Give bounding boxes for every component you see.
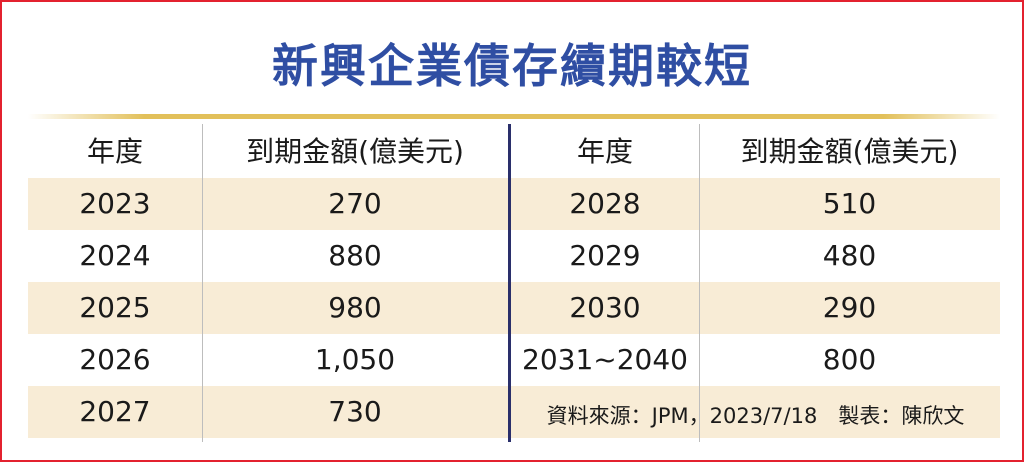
table-cell: 270 — [328, 187, 382, 220]
header-cell: 年度 — [576, 135, 633, 168]
table-cell: 2027 — [79, 395, 151, 428]
row-band — [28, 282, 1000, 334]
source-note: 資料來源：JPM，2023/7/18 製表：陳欣文 — [546, 404, 965, 428]
column-divider — [699, 124, 700, 442]
row-band — [28, 178, 1000, 230]
row-band — [28, 386, 1000, 438]
table-cell: 510 — [822, 187, 877, 220]
title: 新興企業債存續期較短 — [272, 39, 752, 93]
table-cell: 2030 — [569, 291, 641, 324]
table-cell: 290 — [822, 291, 877, 324]
table-cell: 1,050 — [314, 343, 396, 376]
column-divider — [202, 124, 203, 442]
table-cell: 2028 — [569, 187, 641, 220]
header-cell: 到期金額(億美元) — [246, 135, 464, 168]
table-cell: 480 — [822, 239, 877, 272]
table-cell: 2023 — [79, 187, 151, 220]
header-cell: 年度 — [86, 135, 143, 168]
header-cell: 到期金額(億美元) — [740, 135, 959, 168]
table-cell: 800 — [822, 343, 877, 376]
table-cell: 980 — [328, 291, 382, 324]
table-cell: 730 — [328, 395, 382, 428]
half-divider — [508, 124, 511, 442]
table-cell: 880 — [328, 239, 382, 272]
table-cell: 2029 — [569, 239, 641, 272]
table-cell: 2025 — [79, 291, 151, 324]
table-cell: 2031~2040 — [522, 343, 688, 376]
table-cell: 2024 — [79, 239, 151, 272]
title-rule — [28, 114, 1000, 119]
table-cell: 2026 — [79, 343, 151, 376]
